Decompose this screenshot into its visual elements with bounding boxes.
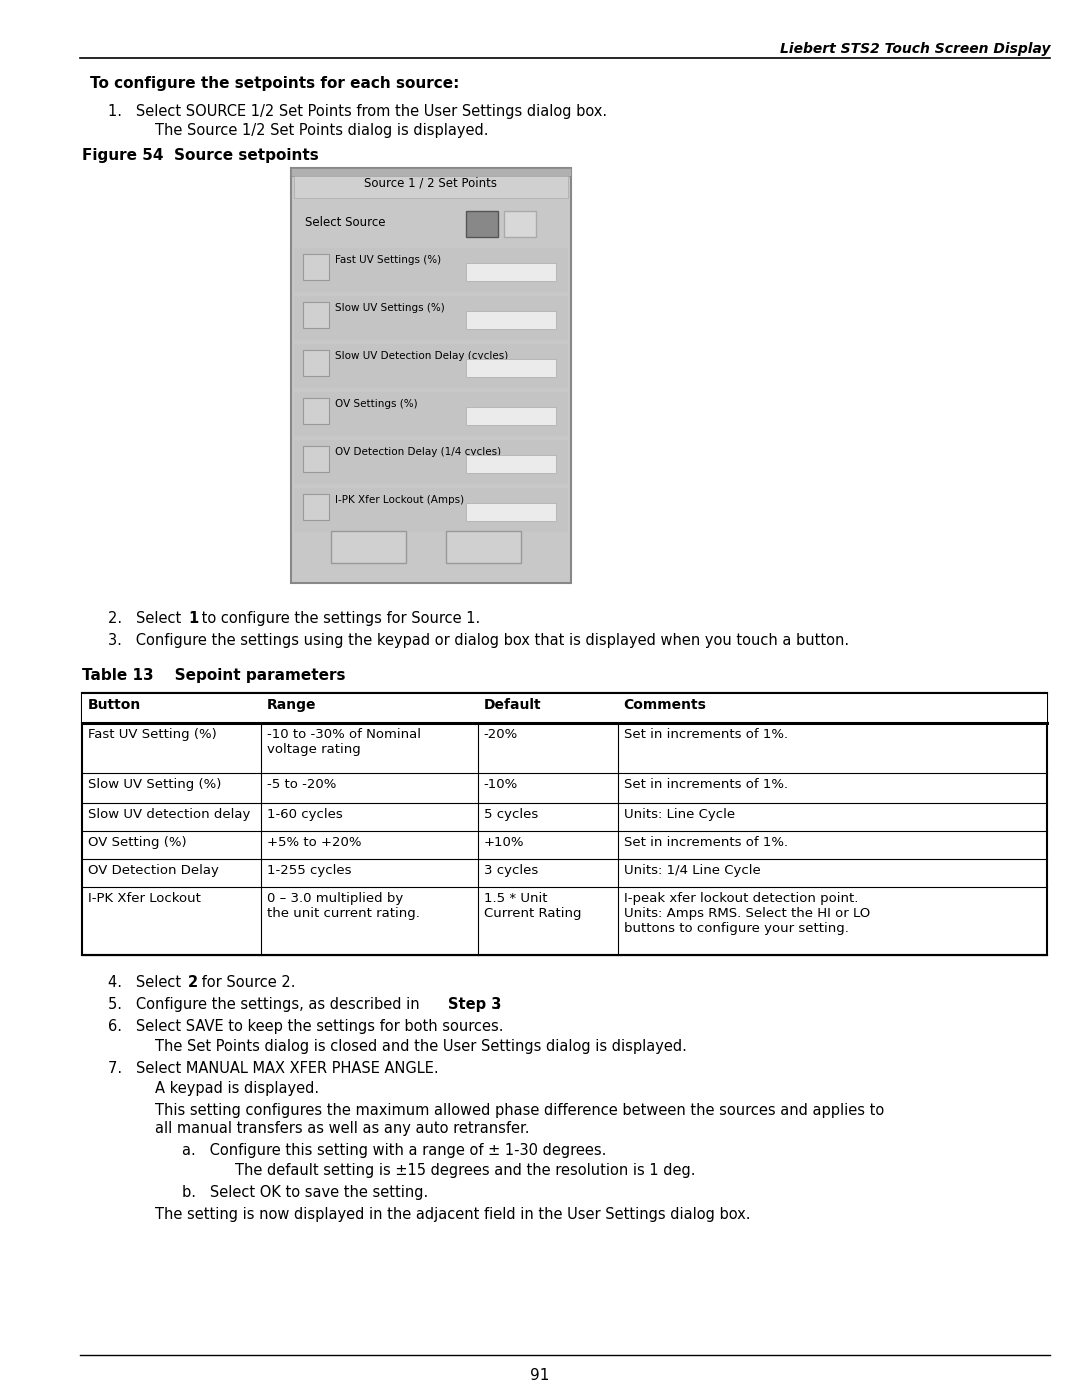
Text: To configure the setpoints for each source:: To configure the setpoints for each sour… [90,75,459,91]
Text: Slow UV Settings (%): Slow UV Settings (%) [335,303,445,313]
Text: OV Setting (%): OV Setting (%) [87,835,187,849]
Text: Cancel: Cancel [461,536,504,549]
Bar [294,488,568,532]
Text: +5% to +20%: +5% to +20% [267,835,361,849]
Bar [504,211,536,237]
Text: to configure the settings for Source 1.: to configure the settings for Source 1. [197,610,481,626]
Bar [303,254,329,279]
Bar [465,407,556,425]
Text: a.   Configure this setting with a range of ± 1-30 degrees.: a. Configure this setting with a range o… [183,1143,606,1158]
Text: I-PK Xfer Lockout (Amps): I-PK Xfer Lockout (Amps) [335,495,464,504]
Bar [446,531,521,563]
Bar [465,263,556,281]
Bar [82,693,1047,724]
Text: 1-60 cycles: 1-60 cycles [267,807,342,821]
Text: Select Source: Select Source [305,217,386,229]
Text: OV Detection Delay (1/4 cycles): OV Detection Delay (1/4 cycles) [335,447,501,457]
Text: The Source 1/2 Set Points dialog is displayed.: The Source 1/2 Set Points dialog is disp… [156,123,488,138]
Text: 3 cycles: 3 cycles [484,863,538,877]
Text: This setting configures the maximum allowed phase difference between the sources: This setting configures the maximum allo… [156,1104,885,1118]
Text: Comments: Comments [623,698,706,712]
Text: I-peak xfer lockout detection point.
Units: Amps RMS. Select the HI or LO
button: I-peak xfer lockout detection point. Uni… [623,893,869,935]
Bar [294,440,568,483]
Bar [82,693,1047,956]
Bar [303,495,329,520]
Text: all manual transfers as well as any auto retransfer.: all manual transfers as well as any auto… [156,1120,529,1136]
Bar [303,446,329,472]
Bar [294,249,568,292]
Text: Button: Button [87,698,141,712]
Bar [465,211,498,237]
Bar [303,351,329,376]
Text: The setting is now displayed in the adjacent field in the User Settings dialog b: The setting is now displayed in the adja… [156,1207,751,1222]
Bar [294,296,568,339]
Text: 1-255 cycles: 1-255 cycles [267,863,351,877]
Text: 1: 1 [188,610,199,626]
Text: 2: 2 [188,975,198,990]
Text: 1.   Select SOURCE 1/2 Set Points from the User Settings dialog box.: 1. Select SOURCE 1/2 Set Points from the… [108,103,607,119]
Text: A keypad is displayed.: A keypad is displayed. [156,1081,319,1097]
Text: 4.   Select: 4. Select [108,975,186,990]
Text: +10%: +10% [484,835,524,849]
Text: Figure 54  Source setpoints: Figure 54 Source setpoints [82,148,319,163]
Text: Set in increments of 1%.: Set in increments of 1%. [623,835,787,849]
Text: The default setting is ±15 degrees and the resolution is 1 deg.: The default setting is ±15 degrees and t… [235,1162,696,1178]
Text: Slow UV Setting (%): Slow UV Setting (%) [87,778,221,791]
Text: -20%: -20% [484,728,518,740]
Text: 7.   Select MANUAL MAX XFER PHASE ANGLE.: 7. Select MANUAL MAX XFER PHASE ANGLE. [108,1060,438,1076]
Bar [465,455,556,474]
Bar [291,168,571,583]
Text: .: . [495,997,500,1011]
Text: OV Detection Delay: OV Detection Delay [87,863,219,877]
Text: Set in increments of 1%.: Set in increments of 1%. [623,778,787,791]
Text: Fast UV Setting (%): Fast UV Setting (%) [87,728,217,740]
Text: Fast UV Settings (%): Fast UV Settings (%) [335,256,441,265]
Text: The Set Points dialog is closed and the User Settings dialog is displayed.: The Set Points dialog is closed and the … [156,1039,687,1053]
Text: Slow UV Detection Delay (cycles): Slow UV Detection Delay (cycles) [335,351,509,360]
Text: -10 to -30% of Nominal
voltage rating: -10 to -30% of Nominal voltage rating [267,728,420,756]
Text: 91: 91 [530,1368,550,1383]
Text: -5 to -20%: -5 to -20% [267,778,336,791]
Text: 5 cycles: 5 cycles [484,807,538,821]
Bar [465,503,556,521]
Text: Slow UV detection delay: Slow UV detection delay [87,807,251,821]
Bar [330,531,406,563]
Bar [291,168,571,176]
Bar [465,359,556,377]
Text: 2.   Select: 2. Select [108,610,186,626]
Text: 1: 1 [477,214,486,226]
Text: 5.   Configure the settings, as described in: 5. Configure the settings, as described … [108,997,424,1011]
Bar [294,393,568,436]
Text: OV Settings (%): OV Settings (%) [335,400,418,409]
Text: Save: Save [352,536,383,549]
Text: I-PK Xfer Lockout: I-PK Xfer Lockout [87,893,201,905]
Text: Units: Line Cycle: Units: Line Cycle [623,807,734,821]
Text: 0 – 3.0 multiplied by
the unit current rating.: 0 – 3.0 multiplied by the unit current r… [267,893,419,921]
Text: 2: 2 [516,214,524,226]
Bar [303,398,329,425]
Text: -10%: -10% [484,778,518,791]
Text: Units: 1/4 Line Cycle: Units: 1/4 Line Cycle [623,863,760,877]
Text: Table 13    Sepoint parameters: Table 13 Sepoint parameters [82,668,346,683]
Bar [465,312,556,330]
Text: 1.5 * Unit
Current Rating: 1.5 * Unit Current Rating [484,893,581,921]
Text: Default: Default [484,698,541,712]
Text: Range: Range [267,698,316,712]
Text: 6.   Select SAVE to keep the settings for both sources.: 6. Select SAVE to keep the settings for … [108,1018,503,1034]
Text: Liebert STS2 Touch Screen Display: Liebert STS2 Touch Screen Display [780,42,1050,56]
Bar [294,344,568,388]
Text: Step 3: Step 3 [448,997,501,1011]
Bar [303,302,329,328]
Bar [294,176,568,198]
Text: Set in increments of 1%.: Set in increments of 1%. [623,728,787,740]
Text: Source 1 / 2 Set Points: Source 1 / 2 Set Points [365,177,498,190]
Text: 3.   Configure the settings using the keypad or dialog box that is displayed whe: 3. Configure the settings using the keyp… [108,633,849,648]
Text: b.   Select OK to save the setting.: b. Select OK to save the setting. [183,1185,429,1200]
Text: for Source 2.: for Source 2. [197,975,296,990]
